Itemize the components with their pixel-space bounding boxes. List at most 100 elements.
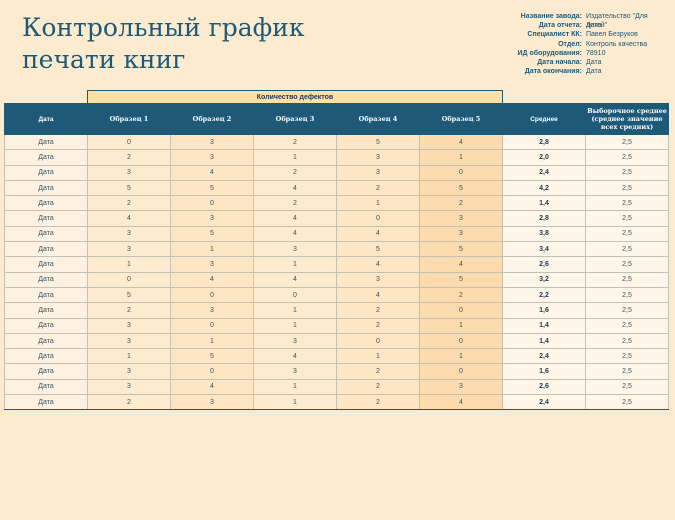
sample-1-cell[interactable]: 3 [87,332,171,350]
sample-3-cell[interactable]: 2 [253,133,337,151]
sample-2-cell[interactable]: 3 [170,302,254,319]
sample-1-cell[interactable]: 2 [87,394,171,411]
sample-mean-cell[interactable]: 2,5 [585,271,670,288]
sample-1-cell[interactable]: 2 [87,302,171,319]
average-cell[interactable]: 2,2 [502,286,587,304]
sample-2-cell[interactable]: 0 [170,363,254,380]
sample-2-cell[interactable]: 0 [170,317,254,334]
average-cell[interactable]: 2,8 [502,210,587,227]
sample-1-cell[interactable]: 5 [87,179,171,197]
sample-4-cell[interactable]: 1 [336,195,420,212]
sample-1-cell[interactable]: 4 [87,210,171,227]
date-cell[interactable]: Дата [4,195,88,212]
sample-2-cell[interactable]: 4 [170,164,254,181]
sample-5-cell[interactable]: 5 [418,271,504,288]
average-cell[interactable]: 1,4 [502,317,587,334]
sample-5-cell[interactable]: 4 [418,256,504,273]
sample-mean-cell[interactable]: 2,5 [585,394,670,411]
report-date-field[interactable]: Дата [586,22,602,30]
sample-2-cell[interactable]: 3 [170,133,254,151]
sample-5-cell[interactable]: 0 [418,302,504,319]
department-field[interactable]: Контроль качества [586,40,648,48]
sample-mean-cell[interactable]: 2,5 [585,256,670,273]
sample-3-cell[interactable]: 1 [253,394,337,411]
sample-2-cell[interactable]: 3 [170,210,254,227]
sample-mean-cell[interactable]: 2,5 [585,363,670,380]
sample-5-cell[interactable]: 0 [418,332,504,350]
col-header-sample-5[interactable]: Образец 5 [418,103,504,135]
sample-2-cell[interactable]: 3 [170,394,254,411]
average-cell[interactable]: 1,6 [502,363,587,380]
sample-1-cell[interactable]: 1 [87,256,171,273]
date-cell[interactable]: Дата [4,179,88,197]
sample-5-cell[interactable]: 1 [418,149,504,166]
sample-1-cell[interactable]: 3 [87,164,171,181]
sample-4-cell[interactable]: 0 [336,332,420,350]
sample-1-cell[interactable]: 3 [87,378,171,396]
average-cell[interactable]: 2,6 [502,256,587,273]
col-header-sample-4[interactable]: Образец 4 [336,103,420,135]
sample-5-cell[interactable]: 2 [418,195,504,212]
sample-4-cell[interactable]: 3 [336,271,420,288]
sample-3-cell[interactable]: 2 [253,164,337,181]
date-cell[interactable]: Дата [4,317,88,334]
sample-3-cell[interactable]: 1 [253,317,337,334]
sample-3-cell[interactable]: 4 [253,348,337,365]
sample-2-cell[interactable]: 4 [170,271,254,288]
average-cell[interactable]: 2,6 [502,378,587,396]
average-cell[interactable]: 2,4 [502,164,587,181]
col-header-average[interactable]: Среднее [502,103,587,135]
date-cell[interactable]: Дата [4,348,88,365]
sample-4-cell[interactable]: 3 [336,164,420,181]
average-cell[interactable]: 2,4 [502,348,587,365]
sample-2-cell[interactable]: 3 [170,149,254,166]
date-cell[interactable]: Дата [4,241,88,258]
date-cell[interactable]: Дата [4,378,88,396]
sample-5-cell[interactable]: 5 [418,241,504,258]
sample-4-cell[interactable]: 2 [336,179,420,197]
sample-5-cell[interactable]: 1 [418,317,504,334]
date-cell[interactable]: Дата [4,332,88,350]
sample-4-cell[interactable]: 4 [336,286,420,304]
sample-4-cell[interactable]: 3 [336,149,420,166]
sample-1-cell[interactable]: 3 [87,241,171,258]
sample-2-cell[interactable]: 0 [170,195,254,212]
sample-1-cell[interactable]: 0 [87,133,171,151]
sample-mean-cell[interactable]: 2,5 [585,195,670,212]
sample-mean-cell[interactable]: 2,5 [585,164,670,181]
sample-3-cell[interactable]: 2 [253,195,337,212]
sample-3-cell[interactable]: 4 [253,271,337,288]
average-cell[interactable]: 1,4 [502,332,587,350]
sample-mean-cell[interactable]: 2,5 [585,210,670,227]
average-cell[interactable]: 2,4 [502,394,587,411]
sample-2-cell[interactable]: 4 [170,378,254,396]
date-cell[interactable]: Дата [4,271,88,288]
col-header-sample-mean[interactable]: Выборочное среднее (среднее значение все… [585,103,670,135]
sample-1-cell[interactable]: 1 [87,348,171,365]
sample-3-cell[interactable]: 1 [253,378,337,396]
sample-4-cell[interactable]: 4 [336,225,420,243]
sample-mean-cell[interactable]: 2,5 [585,179,670,197]
sample-3-cell[interactable]: 3 [253,241,337,258]
sample-4-cell[interactable]: 2 [336,394,420,411]
sample-4-cell[interactable]: 5 [336,133,420,151]
sample-3-cell[interactable]: 1 [253,149,337,166]
sample-3-cell[interactable]: 0 [253,286,337,304]
end-date-field[interactable]: Дата [586,68,602,76]
sample-1-cell[interactable]: 3 [87,317,171,334]
date-cell[interactable]: Дата [4,302,88,319]
col-header-sample-1[interactable]: Образец 1 [87,103,171,135]
sample-2-cell[interactable]: 5 [170,225,254,243]
sample-5-cell[interactable]: 3 [418,225,504,243]
sample-4-cell[interactable]: 0 [336,210,420,227]
date-cell[interactable]: Дата [4,394,88,411]
sample-4-cell[interactable]: 2 [336,363,420,380]
sample-3-cell[interactable]: 3 [253,332,337,350]
sample-5-cell[interactable]: 1 [418,348,504,365]
date-cell[interactable]: Дата [4,133,88,151]
sample-mean-cell[interactable]: 2,5 [585,133,670,151]
sample-3-cell[interactable]: 1 [253,256,337,273]
sample-3-cell[interactable]: 4 [253,210,337,227]
date-cell[interactable]: Дата [4,286,88,304]
sample-2-cell[interactable]: 3 [170,256,254,273]
